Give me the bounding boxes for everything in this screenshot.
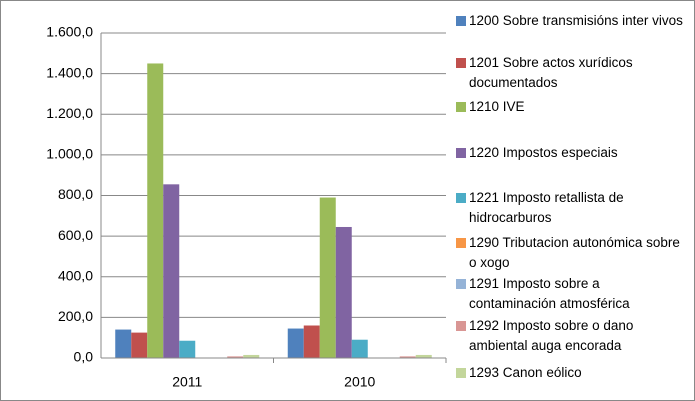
bar: [179, 340, 196, 358]
bar: [131, 332, 148, 358]
y-tick-label: 1.400,0: [46, 64, 93, 80]
bar: [227, 356, 244, 358]
bar: [351, 339, 368, 358]
bar: [163, 184, 180, 358]
legend-swatch: [456, 102, 466, 112]
bar: [319, 197, 336, 358]
bar: [399, 356, 416, 358]
legend-label: 1221 Imposto retallista de hidrocarburos: [469, 190, 624, 225]
y-tick-label: 1.000,0: [46, 146, 93, 162]
legend-entry: 1210 IVE: [456, 97, 688, 117]
bar: [243, 354, 260, 358]
legend-entry: 1200 Sobre transmisións inter vivos: [456, 11, 688, 31]
legend-swatch: [456, 368, 466, 378]
legend-swatch: [456, 321, 466, 331]
legend-swatch: [456, 279, 466, 289]
legend-entry: 1291 Imposto sobre a contaminación atmos…: [456, 274, 688, 314]
legend-entry: 1221 Imposto retallista de hidrocarburos: [456, 188, 688, 228]
legend-entry: 1293 Canon eólico: [456, 363, 688, 383]
y-tick-label: 1.200,0: [46, 105, 93, 121]
bar: [287, 328, 304, 358]
x-tick-label: 2010: [344, 374, 375, 390]
y-tick-label: 400,0: [58, 267, 93, 283]
legend-entry: 1220 Impostos especiais: [456, 143, 688, 163]
bar: [147, 63, 164, 358]
bar: [335, 226, 352, 358]
bar: [303, 325, 320, 358]
legend-entry: 1290 Tributacion autonómica sobre o xogo: [456, 233, 688, 273]
legend-entry: 1292 Imposto sobre o dano ambiental auga…: [456, 316, 688, 356]
legend-entry: 1201 Sobre actos xurídicos documentados: [456, 53, 688, 93]
legend-label: 1210 IVE: [469, 99, 525, 114]
y-tick-label: 1.600,0: [46, 24, 93, 40]
legend-swatch: [456, 238, 466, 248]
bar: [415, 354, 432, 358]
y-tick-label: 800,0: [58, 186, 93, 202]
legend-label: 1290 Tributacion autonómica sobre o xogo: [469, 235, 680, 270]
bar: [115, 329, 132, 358]
legend-label: 1291 Imposto sobre a contaminación atmos…: [469, 276, 630, 311]
legend-label: 1200 Sobre transmisións inter vivos: [469, 13, 683, 28]
legend-swatch: [456, 193, 466, 203]
legend-swatch: [456, 16, 466, 26]
x-tick-label: 2011: [172, 374, 202, 390]
y-tick-label: 600,0: [58, 227, 93, 243]
legend-label: 1293 Canon eólico: [469, 365, 582, 380]
legend-label: 1201 Sobre actos xurídicos documentados: [469, 55, 633, 90]
legend-label: 1220 Impostos especiais: [469, 145, 618, 160]
legend-swatch: [456, 148, 466, 158]
y-tick-label: 0,0: [74, 349, 94, 365]
legend-swatch: [456, 58, 466, 68]
y-tick-label: 200,0: [58, 308, 93, 324]
legend-label: 1292 Imposto sobre o dano ambiental auga…: [469, 318, 634, 353]
